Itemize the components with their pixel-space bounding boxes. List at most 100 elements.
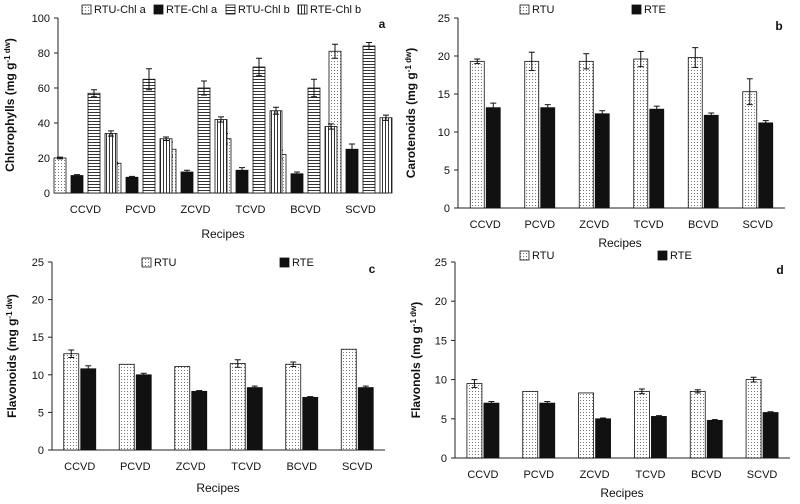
x-axis-label: Recipes <box>196 481 239 495</box>
bar-rte-tcvd <box>246 387 263 451</box>
legend-label: RTE <box>644 4 666 16</box>
bar-rtu-ccvd <box>469 60 485 209</box>
bar-rte-scvd <box>758 122 774 209</box>
bar-rte-chl-a-zcvd <box>180 171 194 194</box>
bar-rte-chl-b-ccvd <box>104 133 118 194</box>
bar-rte-bcvd <box>706 419 723 459</box>
x-tick-label: CCVD <box>70 204 101 216</box>
x-tick-label: SCVD <box>747 469 778 481</box>
x-axis-label: Recipes <box>600 486 643 500</box>
x-tick-label: SCVD <box>345 204 376 216</box>
bar-rte-bcvd <box>703 114 719 209</box>
y-axis-label: Flavonoids (mg g-1 dw) <box>5 294 20 418</box>
y-tick-label: 5 <box>441 414 447 426</box>
bar-rte-chl-a-ccvd <box>70 175 84 194</box>
bar-rtu-zcvd <box>174 366 191 451</box>
y-tick-label: 10 <box>438 127 450 139</box>
y-tick-label: 15 <box>32 332 44 344</box>
legend-swatch <box>279 257 290 268</box>
legend-label: RTU-Chl a <box>94 4 147 16</box>
y-tick-label: 5 <box>444 165 450 177</box>
bar-rtu-zcvd <box>578 60 594 209</box>
x-tick-label: TCVD <box>635 469 665 481</box>
panel-letter: b <box>775 19 782 33</box>
x-tick-label: PCVD <box>120 461 151 473</box>
panel-letter: c <box>369 262 376 276</box>
legend-swatch <box>297 4 308 15</box>
bar-rte-chl-b-pcvd <box>159 138 173 194</box>
legend-swatch <box>631 4 642 15</box>
bar-rtu-bcvd <box>687 57 703 209</box>
chart-panel-b: 0 5 10 15 20 25 CCVD PCVD ZCVD TCVD BCVD SCVD Recipe… <box>404 4 785 250</box>
chart-panel-a: 0 20 40 60 80 100 CCVD PCVD ZCVD TCVD BCVD SCVD Reci… <box>3 4 393 241</box>
x-tick-label: ZCVD <box>580 469 610 481</box>
bar-rte-zcvd <box>594 113 610 209</box>
bar-rtu-chl-b-zcvd <box>197 87 211 194</box>
bar-rtu-chl-a-ccvd <box>53 157 67 194</box>
y-tick-label: 15 <box>435 335 447 347</box>
bar-rte-ccvd <box>485 107 501 209</box>
bar-rte-ccvd <box>80 368 97 451</box>
x-tick-label: BCVD <box>286 461 317 473</box>
chart-panel-d: 0 5 10 15 20 25 CCVD PCVD ZCVD TCVD BCVD SCVD Recipe… <box>409 250 790 500</box>
bar-rtu-bcvd <box>285 363 302 451</box>
bar-rtu-chl-b-bcvd <box>307 87 321 194</box>
legend-swatch <box>141 257 152 268</box>
x-axis-label: Recipes <box>598 236 641 250</box>
bar-rtu-tcvd <box>634 390 650 459</box>
bar-rtu-pcvd <box>524 60 540 209</box>
legend-label: RTU <box>154 257 176 269</box>
bar-rte-pcvd <box>540 107 556 209</box>
y-tick-label: 0 <box>441 453 447 465</box>
legend-swatch <box>519 250 530 261</box>
y-tick-label: 10 <box>435 375 447 387</box>
chart-panel-c: 0 5 10 15 20 25 CCVD PCVD ZCVD TCVD BCVD SCVD Recipe… <box>5 257 385 495</box>
bar-rtu-scvd <box>340 348 357 451</box>
bar-rtu-scvd <box>745 379 762 459</box>
panel-letter: a <box>379 17 386 31</box>
x-tick-label: CCVD <box>64 461 95 473</box>
bar-rte-chl-b-scvd <box>379 117 393 194</box>
y-tick-label: 0 <box>38 445 44 457</box>
y-tick-label: 80 <box>38 48 50 60</box>
y-tick-label: 10 <box>32 370 44 382</box>
bar-rtu-ccvd <box>466 383 483 459</box>
bar-rte-pcvd <box>539 402 556 459</box>
bar-rte-tcvd <box>649 108 665 209</box>
legend-swatch <box>153 4 164 15</box>
x-tick-label: SCVD <box>742 219 773 231</box>
x-tick-label: TCVD <box>236 204 266 216</box>
bar-rtu-bcvd <box>689 390 706 459</box>
x-tick-label: ZCVD <box>579 219 609 231</box>
legend-label: RTU-Chl b <box>238 4 290 16</box>
panel-letter: d <box>776 263 783 277</box>
bar-rte-zcvd <box>191 390 208 451</box>
legend-label: RTE <box>670 250 692 262</box>
x-tick-label: TCVD <box>634 219 664 231</box>
legend-label: RTU <box>532 4 554 16</box>
x-tick-label: PCVD <box>125 204 156 216</box>
y-tick-label: 0 <box>44 188 50 200</box>
legend-swatch <box>81 4 92 15</box>
legend-swatch <box>657 250 668 261</box>
bar-rtu-zcvd <box>578 392 594 459</box>
y-tick-label: 20 <box>32 295 44 307</box>
x-tick-label: ZCVD <box>176 461 206 473</box>
bar-rtu-ccvd <box>63 353 80 451</box>
bar-rte-chl-a-pcvd <box>125 176 139 194</box>
bar-rte-pcvd <box>135 374 152 451</box>
x-tick-label: TCVD <box>231 461 261 473</box>
x-tick-label: BCVD <box>290 204 321 216</box>
bar-rte-zcvd <box>595 418 611 459</box>
y-tick-label: 25 <box>435 257 447 269</box>
y-tick-label: 20 <box>38 153 50 165</box>
y-tick-label: 15 <box>438 89 450 101</box>
y-tick-label: 0 <box>444 203 450 215</box>
bar-rte-chl-b-bcvd <box>324 126 338 194</box>
bar-rte-ccvd <box>483 402 500 459</box>
legend-swatch <box>519 4 530 15</box>
y-tick-label: 20 <box>435 296 447 308</box>
x-tick-label: CCVD <box>470 219 501 231</box>
y-axis-label: Carotenoids (mg g-1 dw) <box>404 48 419 178</box>
y-tick-label: 5 <box>38 407 44 419</box>
